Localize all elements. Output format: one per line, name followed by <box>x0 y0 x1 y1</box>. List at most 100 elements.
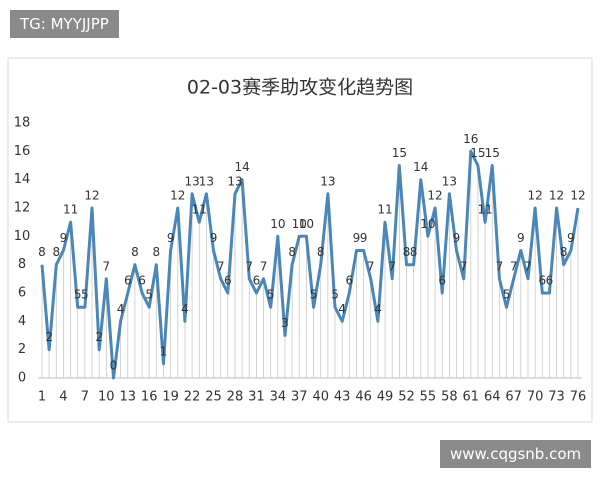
data-label: 12 <box>170 189 185 203</box>
y-tick-label: 8 <box>18 257 26 272</box>
data-label: 10 <box>420 217 435 231</box>
data-label: 7 <box>217 259 225 273</box>
x-tick-label: 7 <box>81 390 89 405</box>
data-line <box>40 149 580 380</box>
data-label: 7 <box>367 259 375 273</box>
data-label: 15 <box>392 146 407 160</box>
data-label: 8 <box>288 245 296 259</box>
data-label: 5 <box>267 288 275 302</box>
data-label: 8 <box>153 245 161 259</box>
data-label: 12 <box>549 189 564 203</box>
data-label: 14 <box>234 160 249 174</box>
data-label: 6 <box>438 274 446 288</box>
chart-panel <box>7 57 593 423</box>
data-label: 9 <box>60 231 68 245</box>
x-tick-label: 19 <box>162 390 179 405</box>
data-label: 1 <box>160 344 168 358</box>
data-label: 12 <box>570 189 585 203</box>
x-tick-label: 52 <box>398 390 415 405</box>
x-tick-label: 28 <box>227 390 244 405</box>
x-tick-label: 64 <box>484 390 501 405</box>
data-label: 5 <box>74 288 82 302</box>
x-tick-label: 55 <box>420 390 437 405</box>
data-label: 5 <box>503 288 511 302</box>
data-label: 9 <box>167 231 175 245</box>
x-tick-label: 13 <box>119 390 136 405</box>
data-label: 8 <box>131 245 139 259</box>
data-label: 13 <box>320 174 335 188</box>
data-label: 2 <box>95 330 103 344</box>
x-tick-label: 49 <box>377 390 394 405</box>
data-label: 13 <box>442 174 457 188</box>
data-label: 10 <box>292 217 307 231</box>
data-label: 10 <box>270 217 285 231</box>
data-label: 9 <box>210 231 218 245</box>
data-label: 8 <box>52 245 60 259</box>
x-tick-label: 22 <box>184 390 201 405</box>
data-label: 8 <box>317 245 325 259</box>
data-label: 11 <box>377 203 392 217</box>
data-label: 15 <box>485 146 500 160</box>
data-label: 5 <box>145 288 153 302</box>
x-tick-label: 16 <box>141 390 158 405</box>
x-tick-label: 67 <box>505 390 522 405</box>
data-label: 4 <box>338 302 346 316</box>
x-tick-label: 58 <box>441 390 458 405</box>
x-tick-label: 73 <box>548 390 565 405</box>
data-label: 13 <box>227 174 242 188</box>
x-tick-label: 61 <box>463 390 480 405</box>
data-label: 6 <box>138 274 146 288</box>
data-label: 8 <box>410 245 418 259</box>
x-tick-label: 10 <box>98 390 115 405</box>
x-tick-label: 34 <box>270 390 287 405</box>
data-label: 9 <box>567 231 575 245</box>
data-label: 16 <box>463 132 478 146</box>
data-label: 5 <box>81 288 89 302</box>
data-label: 11 <box>192 203 207 217</box>
data-label: 14 <box>413 160 428 174</box>
data-label: 6 <box>224 274 232 288</box>
data-label: 8 <box>560 245 568 259</box>
y-tick-label: 18 <box>14 116 31 131</box>
x-tick-label: 40 <box>312 390 329 405</box>
data-label: 15 <box>470 146 485 160</box>
y-tick-label: 10 <box>14 229 31 244</box>
y-tick-label: 0 <box>18 371 26 386</box>
data-label: 5 <box>331 288 339 302</box>
data-label: 7 <box>388 259 396 273</box>
x-tick-label: 25 <box>205 390 222 405</box>
x-tick-label: 43 <box>334 390 351 405</box>
data-label: 8 <box>403 245 411 259</box>
data-label: 11 <box>477 203 492 217</box>
data-label: 4 <box>181 302 189 316</box>
data-label: 9 <box>360 231 368 245</box>
data-label: 9 <box>353 231 361 245</box>
data-label: 12 <box>427 189 442 203</box>
data-label: 6 <box>345 274 353 288</box>
x-tick-label: 1 <box>38 390 46 405</box>
x-tick-label: 37 <box>291 390 308 405</box>
watermark-top: TG: MYYJJPP <box>10 10 119 38</box>
data-label: 0 <box>110 359 118 373</box>
data-label: 7 <box>510 259 518 273</box>
data-label: 9 <box>517 231 525 245</box>
y-tick-label: 14 <box>14 172 31 187</box>
data-label: 7 <box>496 259 504 273</box>
data-label: 12 <box>84 189 99 203</box>
data-label: 7 <box>260 259 268 273</box>
y-tick-label: 6 <box>18 286 26 301</box>
data-label: 4 <box>117 302 125 316</box>
y-tick-label: 4 <box>18 314 26 329</box>
x-tick-label: 4 <box>59 390 67 405</box>
data-label: 3 <box>281 316 289 330</box>
data-label: 7 <box>102 259 110 273</box>
data-label: 13 <box>184 174 199 188</box>
y-tick-label: 12 <box>14 201 31 216</box>
data-label: 12 <box>527 189 542 203</box>
y-tick-label: 2 <box>18 342 26 357</box>
data-label: 2 <box>45 330 53 344</box>
x-tick-label: 31 <box>248 390 265 405</box>
data-label: 9 <box>453 231 461 245</box>
